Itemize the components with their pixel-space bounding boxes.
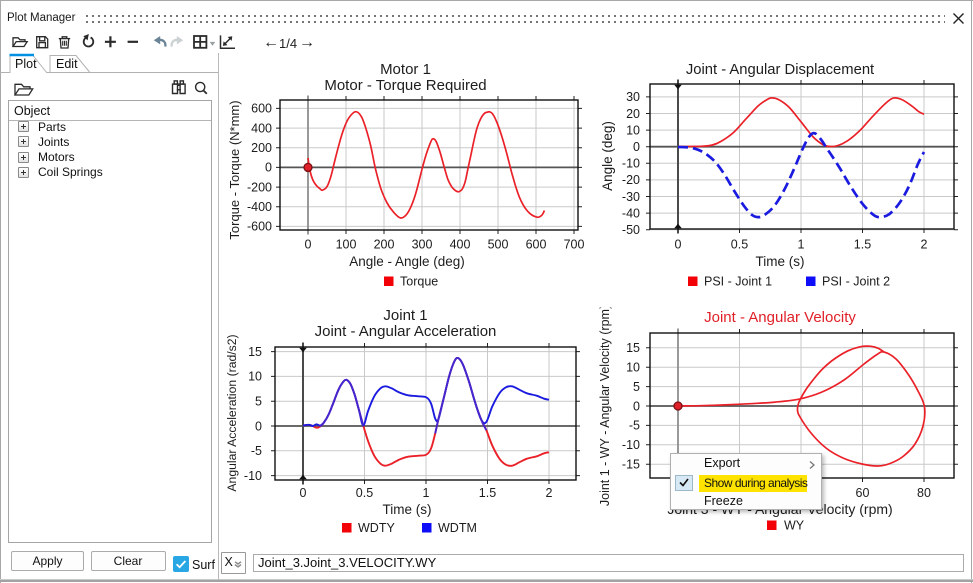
svg-text:-20: -20 — [622, 173, 640, 187]
svg-text:0: 0 — [305, 238, 312, 252]
svg-text:1: 1 — [423, 486, 430, 500]
svg-text:-200: -200 — [247, 180, 272, 194]
svg-text:-50: -50 — [622, 223, 640, 237]
svg-text:0.5: 0.5 — [356, 486, 373, 500]
svg-text:Joint 1 - WY - Angular Velocit: Joint 1 - WY - Angular Velocity (rpm) — [598, 305, 612, 506]
svg-text:PSI - Joint 1: PSI - Joint 1 — [704, 275, 772, 289]
svg-text:WDTY: WDTY — [358, 521, 395, 535]
svg-text:Angle - Angle (deg): Angle - Angle (deg) — [349, 254, 465, 269]
svg-text:Edit: Edit — [56, 57, 78, 71]
svg-text:80: 80 — [917, 486, 931, 500]
svg-text:600: 600 — [526, 238, 547, 252]
svg-text:-10: -10 — [244, 469, 262, 483]
svg-text:1.5: 1.5 — [854, 238, 871, 252]
svg-text:Angular Acceleration (rad/s2): Angular Acceleration (rad/s2) — [225, 334, 239, 491]
svg-text:2: 2 — [546, 486, 553, 500]
svg-text:Joint - Angular Displacement: Joint - Angular Displacement — [686, 62, 874, 78]
svg-text:-15: -15 — [622, 458, 640, 472]
svg-text:Torque: Torque — [400, 275, 438, 289]
svg-text:300: 300 — [412, 238, 433, 252]
svg-text:5: 5 — [255, 395, 262, 409]
svg-text:Joint - Angular Velocity: Joint - Angular Velocity — [704, 309, 856, 326]
svg-text:-5: -5 — [629, 419, 640, 433]
svg-text:700: 700 — [564, 238, 585, 252]
svg-text:WDTM: WDTM — [438, 521, 477, 535]
svg-text:Plot: Plot — [15, 57, 37, 71]
svg-text:WY: WY — [784, 519, 805, 533]
svg-text:0: 0 — [265, 161, 272, 175]
svg-text:-10: -10 — [622, 157, 640, 171]
svg-text:400: 400 — [450, 238, 471, 252]
svg-text:Time (s): Time (s) — [383, 502, 432, 517]
svg-text:-40: -40 — [622, 206, 640, 220]
svg-text:0: 0 — [300, 486, 307, 500]
svg-text:Joint 1: Joint 1 — [383, 307, 427, 324]
svg-text:600: 600 — [251, 102, 272, 116]
svg-text:Motor - Torque Required: Motor - Torque Required — [324, 77, 486, 94]
svg-text:Torque - Torque (N*mm): Torque - Torque (N*mm) — [227, 100, 242, 239]
svg-text:Time (s): Time (s) — [756, 254, 805, 269]
svg-text:10: 10 — [248, 370, 262, 384]
svg-text:-10: -10 — [622, 438, 640, 452]
svg-text:PSI - Joint 2: PSI - Joint 2 — [822, 275, 890, 289]
svg-text:400: 400 — [251, 121, 272, 135]
svg-text:-600: -600 — [247, 220, 272, 234]
svg-text:Joint - Angular Acceleration: Joint - Angular Acceleration — [315, 323, 497, 340]
svg-text:15: 15 — [248, 345, 262, 359]
svg-text:10: 10 — [626, 123, 640, 137]
svg-text:20: 20 — [626, 107, 640, 121]
svg-text:-30: -30 — [622, 190, 640, 204]
svg-text:0: 0 — [675, 238, 682, 252]
svg-text:30: 30 — [626, 90, 640, 104]
svg-text:0: 0 — [255, 419, 262, 433]
svg-text:100: 100 — [336, 238, 357, 252]
svg-text:1.5: 1.5 — [479, 486, 496, 500]
svg-text:Motor 1: Motor 1 — [380, 61, 431, 78]
svg-text:-5: -5 — [251, 444, 262, 458]
svg-text:-400: -400 — [247, 200, 272, 214]
svg-text:60: 60 — [856, 486, 870, 500]
svg-text:Angle (deg): Angle (deg) — [600, 121, 615, 191]
svg-text:0: 0 — [633, 399, 640, 413]
svg-text:500: 500 — [488, 238, 509, 252]
svg-text:2: 2 — [921, 238, 928, 252]
svg-text:15: 15 — [626, 341, 640, 355]
svg-text:200: 200 — [251, 141, 272, 155]
svg-text:5: 5 — [633, 380, 640, 394]
svg-text:0.5: 0.5 — [731, 238, 748, 252]
svg-text:1: 1 — [798, 238, 805, 252]
svg-text:200: 200 — [374, 238, 395, 252]
svg-text:0: 0 — [633, 140, 640, 154]
svg-text:10: 10 — [626, 361, 640, 375]
